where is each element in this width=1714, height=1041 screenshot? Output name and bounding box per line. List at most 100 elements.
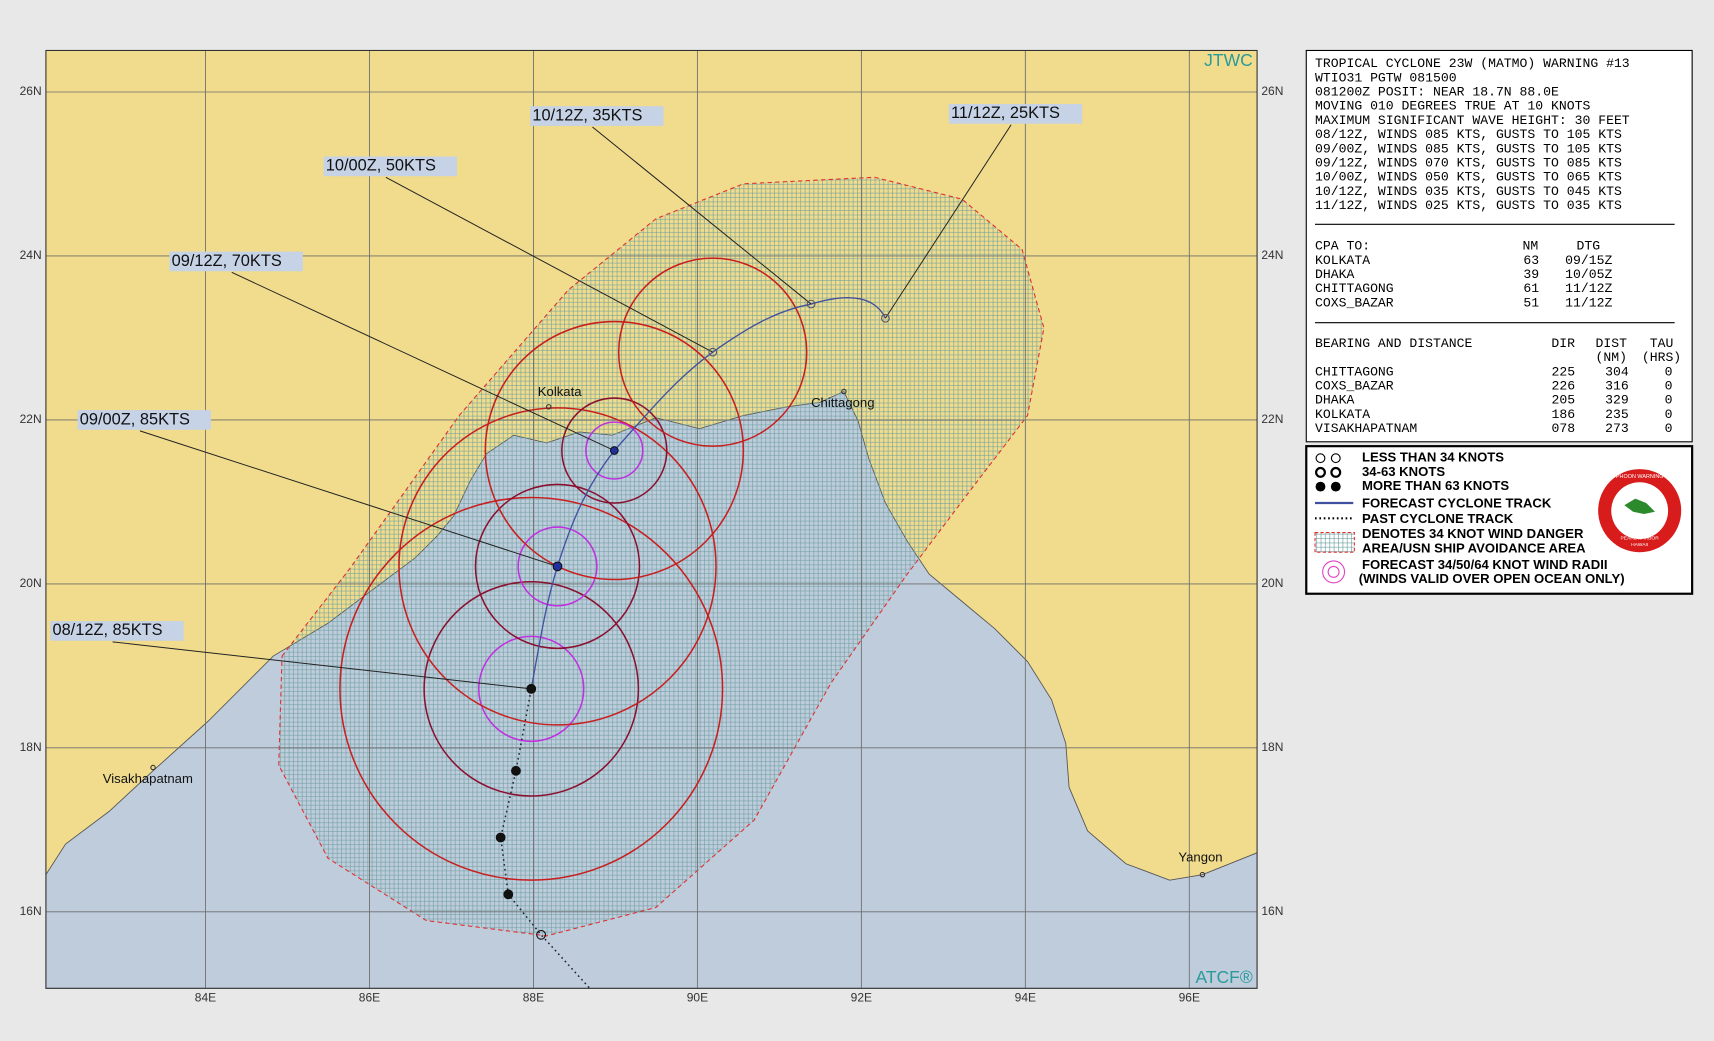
warning-text: TROPICAL CYCLONE 23W (MATMO) WARNING #13… (1315, 56, 1681, 436)
map (45, 50, 1258, 989)
grid-lines (45, 50, 1258, 989)
radius-50kt (423, 580, 640, 797)
label-bg (169, 251, 303, 272)
warning-text: MAXIMUM SIGNIFICANT WAVE HEIGHT: 30 FEET (1315, 113, 1630, 128)
place-name: Yangon (1178, 850, 1222, 865)
track-points (495, 299, 890, 940)
leader-line (139, 430, 558, 567)
legend-icon (1314, 531, 1355, 553)
legend-icon (1327, 565, 1340, 578)
place-name: Kolkata (538, 384, 582, 399)
label-bg (323, 156, 457, 177)
forecast-position (881, 313, 890, 323)
radius-34kt (484, 320, 745, 581)
place-dot (546, 404, 552, 410)
logo-text: JOINT TYPHOON WARNING CENTER (1592, 474, 1688, 480)
warning-text: TAU (1650, 336, 1674, 351)
forecast-position (552, 561, 563, 572)
warning-text: 51 (1523, 295, 1539, 310)
forecast-label: 11/12Z, 25KTS (951, 104, 1060, 122)
warning-text: 0 (1665, 393, 1673, 408)
legend-icon (1315, 453, 1326, 464)
radius-64kt (517, 526, 598, 607)
radius-50kt (561, 397, 668, 504)
legend-icon (1322, 560, 1346, 584)
warning-text: (NM) (1596, 350, 1627, 365)
legend-label: 34-63 KNOTS (1362, 464, 1445, 479)
warning-text: 09/00Z, WINDS 085 KTS, GUSTS TO 105 KTS (1315, 141, 1622, 156)
forecast-position (806, 299, 816, 309)
radius-34kt (339, 496, 724, 881)
lon-label: 92E (851, 990, 872, 1004)
warning-text: 08/12Z, WINDS 085 KTS, GUSTS TO 105 KTS (1315, 127, 1622, 142)
warning-text: 0 (1665, 379, 1673, 394)
logo (1624, 498, 1655, 514)
warning-text: 0 (1665, 421, 1673, 436)
lat-label: 26N (20, 84, 42, 98)
warning-text: 0 (1665, 407, 1673, 422)
forecast-position (609, 446, 619, 455)
warning-text: DTG (1576, 239, 1600, 254)
lon-label: 90E (687, 990, 708, 1004)
warning-text: 226 (1552, 379, 1576, 394)
lat-label: 22N (1261, 412, 1283, 426)
leader-line (385, 176, 713, 353)
forecast-label: 08/12Z, 85KTS (52, 621, 162, 639)
warning-text: MOVING 010 DEGREES TRUE AT 10 KNOTS (1315, 99, 1590, 114)
warning-text: 078 (1552, 421, 1576, 436)
lat-label: 24N (1261, 248, 1283, 262)
lat-label: 18N (20, 740, 42, 754)
warning-text: 11/12Z (1565, 295, 1612, 310)
danger-area (278, 176, 1045, 937)
logo-text: HAWAII (1631, 542, 1648, 548)
legend-label: (WINDS VALID OVER OPEN OCEAN ONLY) (1359, 571, 1625, 586)
radius-34kt (398, 407, 717, 726)
warning-text: 11/12Z (1565, 281, 1612, 296)
radius-50kt (474, 483, 641, 650)
warning-text: DHAKA (1315, 393, 1354, 408)
forecast-position (526, 683, 537, 694)
label-bg (530, 106, 664, 126)
forecast-label: 09/00Z, 85KTS (80, 410, 190, 428)
warning-text: KOLKATA (1315, 407, 1370, 422)
forecast-label: 10/00Z, 50KTS (326, 157, 436, 175)
logo-text: PEARL HARBOR (1621, 535, 1660, 541)
lat-label: 24N (20, 248, 42, 262)
warning-text: 186 (1552, 407, 1576, 422)
lon-label: 88E (523, 990, 544, 1004)
warning-text: CHITTAGONG (1315, 281, 1394, 296)
lat-label: 16N (20, 904, 42, 918)
forecast-label: 09/12Z, 70KTS (172, 252, 282, 270)
legend-label: AREA/USN SHIP AVOIDANCE AREA (1362, 540, 1586, 555)
map-labels: 26N 26N 24N 24N 22N 22N 20N 20N 18N 18N 16N 16N 84E 8… (20, 84, 1284, 1004)
lat-label: 18N (1261, 740, 1283, 754)
warning-text: BEARING AND DISTANCE (1315, 336, 1472, 351)
credit-bottom: ATCF® (1196, 967, 1253, 987)
warning-box (1305, 49, 1693, 443)
forecast-position (708, 347, 718, 357)
legend-icon (1330, 481, 1341, 492)
warning-text: 304 (1605, 364, 1629, 379)
legend-label: FORECAST 34/50/64 KNOT WIND RADII (1362, 557, 1607, 572)
past-position (495, 832, 506, 843)
warning-text: 10/05Z (1565, 267, 1612, 282)
warning-text: 205 (1552, 393, 1576, 408)
lat-label: 26N (1261, 84, 1283, 98)
leader-line (885, 124, 1012, 319)
warning-text: 09/12Z, WINDS 070 KTS, GUSTS TO 085 KTS (1315, 156, 1622, 171)
place-name: Chittagong (811, 395, 874, 410)
past-position (536, 929, 547, 940)
leaders (112, 124, 1012, 690)
warning-text: 225 (1552, 364, 1576, 379)
warning-text: 61 (1523, 281, 1539, 296)
warning-text: DIR (1551, 336, 1575, 351)
warning-text: CHITTAGONG (1315, 364, 1394, 379)
warning-text: 10/12Z, WINDS 035 KTS, GUSTS TO 045 KTS (1315, 184, 1622, 199)
lat-label: 20N (20, 576, 42, 590)
warning-text: 0 (1665, 364, 1673, 379)
warning-text: CPA TO: (1315, 239, 1370, 254)
past-position (503, 889, 514, 900)
warning-text: DHAKA (1315, 267, 1354, 282)
